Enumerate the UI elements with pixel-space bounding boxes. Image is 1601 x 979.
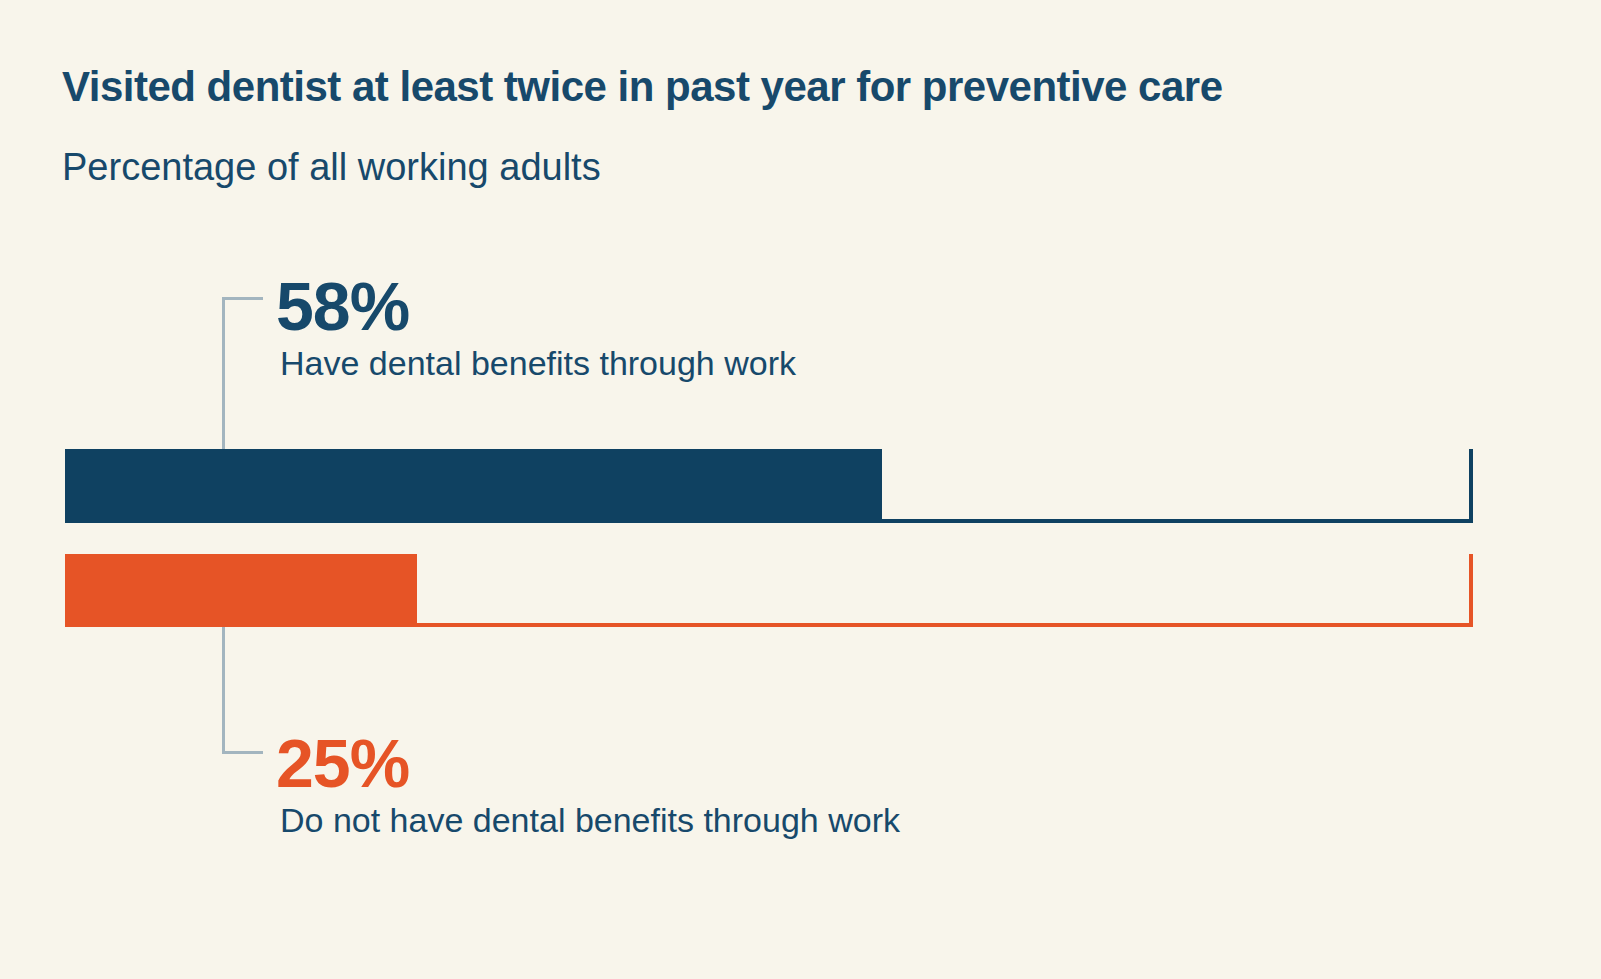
chart-canvas: Visited dentist at least twice in past y… <box>0 0 1601 979</box>
axis-baseline-no-benefits <box>417 554 1473 627</box>
axis-baseline-have-benefits <box>882 449 1473 523</box>
callout-connector-vertical-1 <box>222 297 225 449</box>
callout-connector-vertical-2 <box>222 627 225 754</box>
category-label-have-benefits: Have dental benefits through work <box>280 344 796 383</box>
chart-title: Visited dentist at least twice in past y… <box>62 64 1223 110</box>
category-label-no-benefits: Do not have dental benefits through work <box>280 801 900 840</box>
chart-subtitle: Percentage of all working adults <box>62 147 601 189</box>
bar-no-benefits <box>65 554 417 627</box>
callout-connector-horizontal-1 <box>222 297 263 300</box>
bar-have-benefits <box>65 449 882 523</box>
value-label-no-benefits: 25% <box>276 729 409 797</box>
callout-connector-horizontal-2 <box>222 751 263 754</box>
value-label-have-benefits: 58% <box>276 272 409 340</box>
